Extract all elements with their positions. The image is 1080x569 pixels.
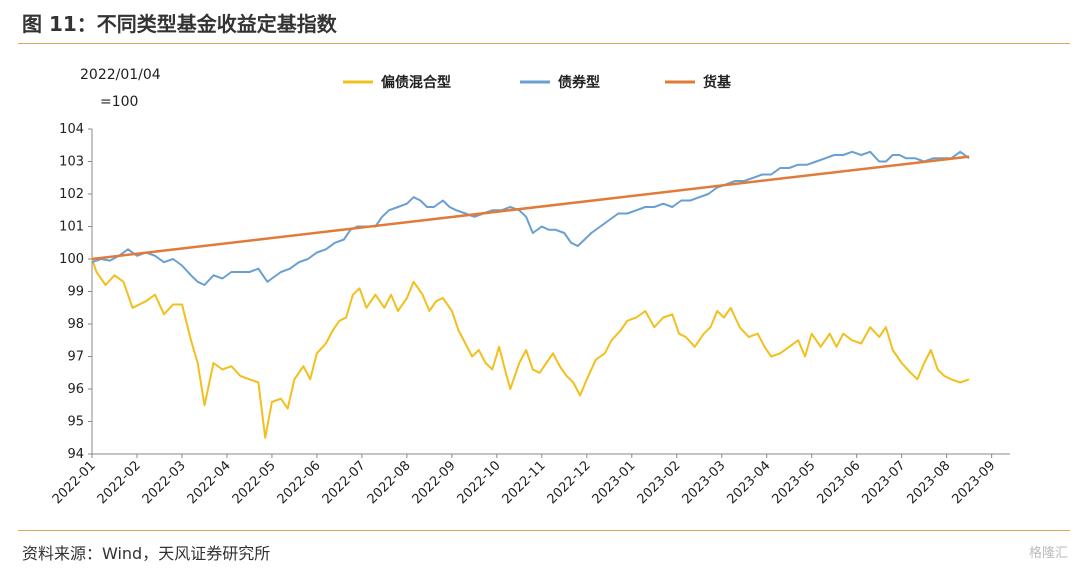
x-tick-label: 2022-03 xyxy=(140,458,189,507)
x-tick-label: 2022-08 xyxy=(365,458,414,507)
footer-divider xyxy=(18,530,1070,531)
y-tick-label: 96 xyxy=(67,382,84,397)
legend-label: 偏债混合型 xyxy=(381,74,451,91)
y-tick-label: 102 xyxy=(59,187,84,202)
header-divider xyxy=(18,43,1070,44)
y-tick-label: 103 xyxy=(59,155,84,170)
x-tick-label: 2022-09 xyxy=(410,458,459,507)
x-tick-label: 2023-08 xyxy=(904,458,953,507)
x-tick-label: 2022-01 xyxy=(50,458,99,507)
x-tick-label: 2023-04 xyxy=(725,458,774,507)
x-tick-label: 2023-05 xyxy=(770,458,819,507)
x-tick-label: 2023-03 xyxy=(680,458,729,507)
base-date-note: 2022/01/04 xyxy=(80,67,161,83)
y-tick-label: 94 xyxy=(67,447,84,462)
y-tick-label: 104 xyxy=(59,122,84,137)
y-axis: 94 95 96 97 98 99 100 101 102 103 104 xyxy=(59,122,93,462)
source-note: 资料来源：Wind，天风证券研究所 xyxy=(22,544,271,563)
x-axis: 2022-012022-022022-032022-042022-052022-… xyxy=(50,453,1010,507)
x-tick-label: 2023-07 xyxy=(859,458,908,507)
x-tick-label: 2022-04 xyxy=(185,458,234,507)
series-line-2 xyxy=(91,155,970,261)
x-tick-label: 2023-09 xyxy=(949,458,998,507)
legend-label: 货基 xyxy=(702,74,732,91)
x-tick-label: 2022-05 xyxy=(230,458,279,507)
y-tick-label: 97 xyxy=(67,350,84,365)
series-layer xyxy=(91,150,970,439)
x-tick-label: 2023-06 xyxy=(815,458,864,507)
x-tick-label: 2022-02 xyxy=(95,458,144,507)
series-line-0 xyxy=(91,258,970,439)
x-tick-label: 2023-02 xyxy=(635,458,684,507)
watermark-logo: 格隆汇 xyxy=(1028,546,1068,561)
y-tick-label: 98 xyxy=(67,317,84,332)
series-line-1 xyxy=(91,150,970,286)
x-tick-label: 2022-11 xyxy=(500,458,549,507)
y-tick-label: 100 xyxy=(59,252,84,267)
x-tick-label: 2022-10 xyxy=(455,458,504,507)
base-value-note: =100 xyxy=(100,94,138,110)
legend: 偏债混合型 债券型 货基 xyxy=(343,74,732,91)
x-tick-label: 2022-12 xyxy=(545,458,594,507)
y-tick-label: 95 xyxy=(67,415,84,430)
legend-label: 债券型 xyxy=(558,74,600,91)
y-tick-label: 99 xyxy=(67,285,84,300)
page-title: 图 11：不同类型基金收益定基指数 xyxy=(22,12,337,36)
x-tick-label: 2023-01 xyxy=(590,458,639,507)
x-tick-label: 2022-07 xyxy=(320,458,369,507)
y-tick-label: 101 xyxy=(59,220,84,235)
x-tick-label: 2022-06 xyxy=(275,458,324,507)
